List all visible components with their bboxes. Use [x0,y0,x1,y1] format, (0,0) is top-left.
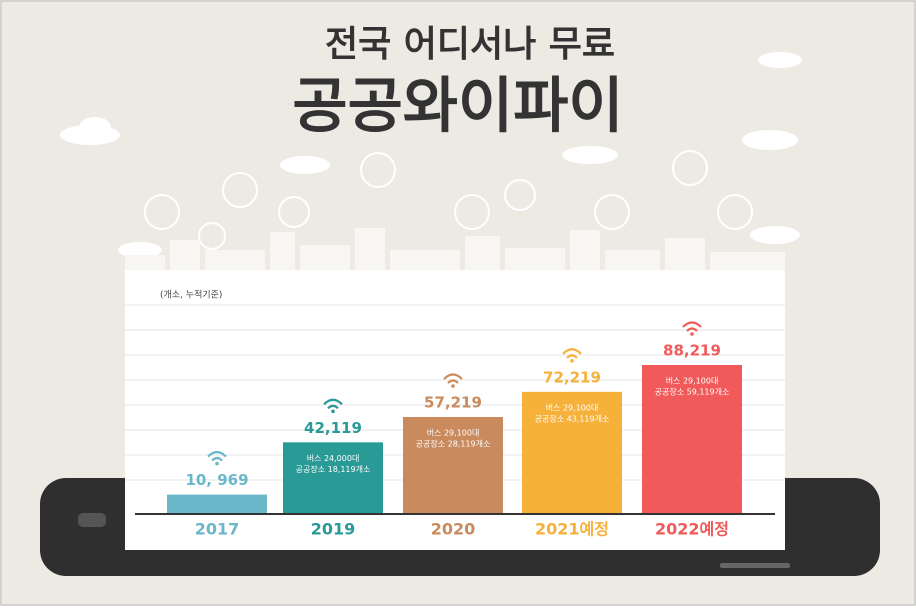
wifi-icon [215,461,219,466]
wifi-icon [686,327,698,332]
wifi-icon [562,348,582,355]
value-label: 10, 969 [185,471,248,489]
wifi-icon [566,354,578,359]
value-label: 42,119 [304,419,362,437]
wifi-icon [443,373,463,380]
bar [403,417,503,513]
value-label: 72,219 [543,368,601,386]
chart-subtitle: 공공와이파이 [292,72,623,142]
wifi-icon [323,398,343,406]
bar-note: 공공장소 43,119개소 [535,413,610,423]
wifi-icon [327,404,339,410]
chart-title: 전국 어디서나 무료 [325,24,615,65]
bar [283,442,383,513]
category-label: 2022예정 [655,520,729,539]
bar-note: 버스 29,100대 [427,428,480,438]
icons [144,150,753,250]
unit-note: (개소, 누적기준) [160,289,222,301]
bar-note: 공공장소 18,119개소 [296,464,371,474]
wifi-icon [331,409,335,414]
category-label: 2019 [311,520,356,539]
clouds [60,52,802,258]
category-label: 2021예정 [535,520,609,539]
phone-button [78,513,106,527]
wifi-icon [570,359,574,363]
phone-speaker [720,563,790,568]
wifi-icon [451,384,455,388]
value-label: 57,219 [424,394,482,412]
wifi-icon [682,321,702,328]
bar [522,391,622,513]
bar-note: 버스 29,100대 [546,402,599,412]
bar-note: 공공장소 28,119개소 [416,439,491,449]
wifi-icon [690,332,694,336]
bar-note: 공공장소 59,119개소 [655,387,730,397]
wifi-icon [447,379,459,384]
bar [642,365,742,513]
category-label: 2017 [195,520,240,539]
bar-note: 버스 29,100대 [666,376,719,386]
value-label: 88,219 [663,342,721,360]
bar-note: 버스 24,000대 [307,453,360,463]
wifi-icon [207,451,227,458]
wifi-icon [211,457,223,462]
category-label: 2020 [431,520,476,539]
bar [167,494,267,513]
